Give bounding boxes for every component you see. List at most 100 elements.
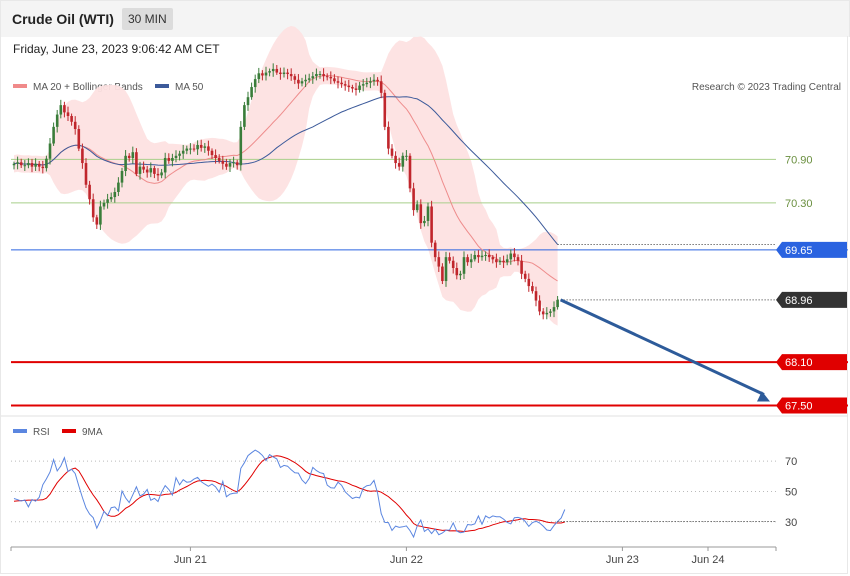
candle-body	[113, 192, 117, 198]
candle	[451, 256, 455, 274]
candle-body	[336, 81, 340, 83]
candle-body	[549, 311, 552, 313]
candle	[286, 68, 289, 80]
candle	[484, 251, 487, 261]
candle-body	[361, 84, 365, 86]
level-label-68.10-text: 68.10	[785, 357, 813, 369]
candle	[88, 180, 91, 205]
candle	[336, 76, 340, 89]
candle	[253, 74, 257, 93]
candle	[333, 74, 336, 84]
x-axis: Jun 21 Jun 22 Jun 23 Jun 24	[10, 546, 777, 566]
candle-body	[462, 257, 466, 274]
candle-body	[243, 105, 246, 127]
chart-datetime: Friday, June 23, 2023 9:06:42 AM CET	[13, 42, 220, 56]
candle	[462, 251, 466, 279]
candle	[423, 215, 426, 227]
forecast-arrow-shaft	[559, 298, 765, 396]
candle	[307, 73, 311, 83]
current-price-label: 68.96	[776, 291, 847, 308]
candle	[153, 165, 156, 179]
candle	[322, 68, 325, 82]
candle	[372, 74, 376, 86]
candle-body	[207, 146, 210, 151]
candle-body	[315, 74, 318, 77]
candle	[120, 167, 124, 188]
candle	[516, 254, 520, 266]
candle-body	[552, 307, 556, 312]
instrument-title: Crude Oil (WTI)	[12, 11, 114, 27]
candle	[311, 71, 315, 84]
candle	[376, 77, 379, 86]
candle-body	[412, 188, 415, 211]
candle	[469, 253, 473, 268]
candle	[351, 84, 354, 93]
candle-body	[379, 81, 383, 93]
candle-body	[469, 259, 473, 263]
candle	[340, 77, 343, 88]
candle	[95, 214, 99, 229]
candle-body	[541, 311, 545, 315]
candle	[527, 273, 531, 292]
candle-body	[77, 129, 81, 149]
candle-body	[405, 155, 408, 157]
candle	[390, 144, 394, 159]
candle	[509, 249, 513, 265]
candle	[473, 250, 477, 262]
candle	[138, 161, 142, 180]
candle-body	[358, 85, 361, 90]
candle-body	[365, 82, 369, 85]
candle-body	[106, 199, 109, 203]
candle	[243, 101, 246, 131]
candle	[81, 143, 84, 169]
candle-body	[271, 68, 275, 72]
candle-body	[27, 163, 30, 166]
candle-body	[286, 72, 289, 75]
candle	[505, 254, 509, 266]
candle	[23, 160, 27, 172]
candle	[102, 199, 106, 210]
candle-body	[279, 72, 282, 75]
candle-body	[185, 148, 189, 151]
candle	[30, 158, 34, 173]
candle-body	[120, 171, 124, 183]
candle-body	[451, 260, 455, 268]
candle	[531, 281, 534, 294]
level-label-68.10: 68.10	[776, 354, 847, 371]
candle-body	[531, 286, 534, 292]
ma50-line	[13, 96, 558, 245]
candle-body	[441, 266, 444, 282]
interval-badge[interactable]: 30 MIN	[122, 8, 173, 30]
candle	[181, 144, 185, 159]
candle	[70, 113, 73, 126]
candle	[271, 63, 275, 77]
candle-body	[307, 78, 311, 80]
candle	[235, 159, 239, 170]
candle-body	[30, 163, 34, 167]
candle-body	[19, 162, 23, 166]
x-axis-label: Jun 24	[691, 554, 724, 566]
candle-body	[261, 73, 264, 76]
candle	[304, 74, 307, 88]
candle-body	[289, 74, 293, 77]
candle-body	[73, 121, 77, 130]
candle-body	[369, 81, 372, 83]
candle	[419, 199, 423, 229]
candle-body	[390, 148, 394, 156]
candle-body	[156, 173, 160, 176]
candle	[77, 125, 81, 152]
ma50-legend-label: MA 50	[175, 82, 204, 93]
level-label-68.10-bg	[776, 354, 847, 371]
candle	[37, 161, 41, 172]
candle-body	[455, 268, 459, 276]
bollinger-band	[14, 26, 558, 326]
candle-body	[246, 97, 250, 106]
candle-body	[174, 155, 178, 158]
candle	[268, 68, 271, 77]
candle-body	[545, 312, 549, 315]
candle	[264, 66, 268, 81]
rsi-legend-swatch	[13, 429, 27, 433]
candle-body	[527, 278, 531, 287]
candle-body	[149, 168, 153, 173]
candle-body	[167, 157, 171, 161]
